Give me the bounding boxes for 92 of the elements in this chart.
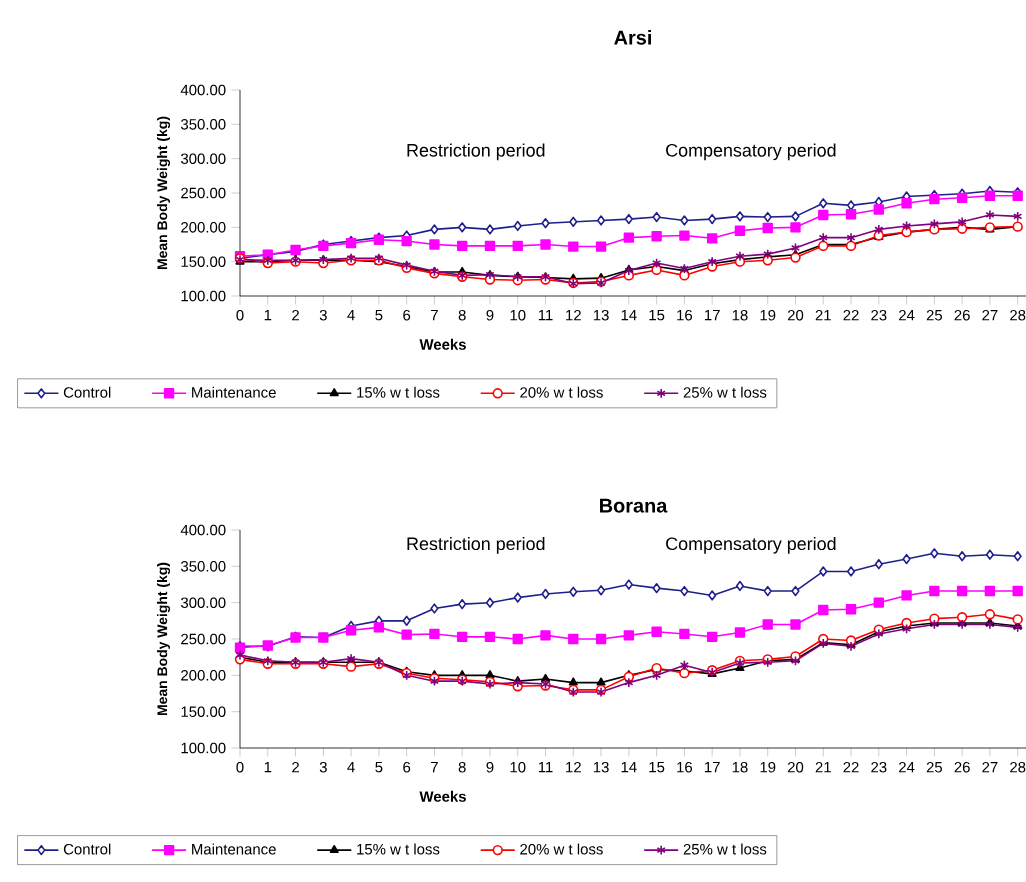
legend-label: 20% w t loss: [520, 386, 603, 398]
x-tick-label: 1: [264, 309, 272, 321]
x-tick-label: 28: [1010, 761, 1026, 773]
x-tick-label: 20: [787, 761, 804, 773]
x-tick-label: 0: [236, 309, 244, 321]
x-tick-label: 5: [375, 309, 383, 321]
x-tick-label: 28: [1010, 309, 1026, 321]
y-tick-label: 400.00: [180, 524, 226, 536]
x-tick-label: 5: [375, 761, 383, 773]
y-tick-label: 350.00: [180, 119, 226, 130]
x-tick-label: 1: [264, 761, 272, 773]
x-tick-label: 20: [787, 309, 804, 321]
x-tick-label: 10: [510, 309, 526, 321]
y-axis-title: Mean Body Weight (kg): [157, 116, 171, 270]
x-tick-label: 16: [677, 309, 693, 321]
y-tick-label: 350.00: [180, 561, 226, 572]
legend-label: 25% w t loss: [683, 843, 767, 855]
x-tick-label: 21: [815, 761, 831, 773]
x-tick-label: 26: [954, 761, 970, 773]
x-tick-label: 11: [538, 761, 553, 773]
legend-label: 20% w t loss: [520, 843, 603, 855]
y-tick-label: 300.00: [180, 597, 226, 608]
x-tick-label: 10: [510, 761, 526, 773]
x-tick-label: 8: [458, 309, 466, 321]
legend-label: 15% w t loss: [357, 843, 440, 855]
x-tick-label: 12: [566, 761, 581, 773]
x-tick-label: 26: [954, 309, 970, 321]
x-tick-label: 15: [649, 761, 665, 773]
y-axis-title: Mean Body Weight (kg): [157, 562, 171, 716]
x-tick-label: 22: [843, 309, 859, 321]
legend-label: Maintenance: [192, 843, 276, 855]
legend-label: Control: [63, 843, 111, 855]
x-tick-label: 4: [347, 309, 355, 321]
chart-title: Arsi: [614, 30, 651, 45]
annotation: Compensatory period: [666, 536, 836, 554]
y-tick-label: 300.00: [180, 153, 226, 164]
annotation: Restriction period: [407, 143, 545, 161]
x-tick-label: 13: [593, 309, 609, 321]
x-tick-label: 18: [732, 309, 748, 321]
x-tick-label: 13: [593, 761, 609, 773]
x-tick-label: 25: [926, 309, 943, 321]
y-tick-label: 200.00: [181, 222, 226, 233]
x-tick-label: 21: [815, 309, 831, 321]
x-tick-label: 18: [732, 761, 748, 773]
y-tick-label: 250.00: [181, 633, 226, 645]
legend-label: Control: [63, 386, 111, 398]
x-tick-label: 2: [292, 309, 299, 321]
x-tick-label: 8: [458, 761, 466, 773]
x-tick-label: 14: [621, 309, 637, 321]
x-tick-label: 3: [319, 309, 327, 321]
chart-title: Borana: [600, 498, 668, 513]
x-tick-label: 7: [431, 761, 438, 773]
y-tick-label: 150.00: [181, 256, 226, 267]
y-tick-label: 100.00: [181, 742, 226, 754]
x-tick-label: 4: [347, 761, 355, 773]
x-tick-label: 19: [760, 761, 776, 773]
x-tick-label: 19: [760, 309, 776, 321]
x-tick-label: 22: [843, 761, 859, 773]
annotation: Compensatory period: [666, 143, 836, 161]
x-tick-label: 16: [677, 761, 693, 773]
x-tick-label: 2: [292, 761, 299, 773]
annotation: Restriction period: [407, 536, 545, 554]
legend-label: 15% w t loss: [357, 386, 440, 398]
x-tick-label: 6: [403, 309, 411, 321]
x-tick-label: 0: [236, 761, 244, 773]
x-tick-label: 24: [899, 761, 915, 773]
x-tick-label: 7: [431, 309, 438, 321]
x-tick-label: 17: [704, 309, 720, 321]
x-tick-label: 9: [486, 309, 494, 321]
x-tick-label: 23: [871, 761, 887, 773]
x-tick-label: 9: [486, 761, 494, 773]
y-tick-label: 100.00: [181, 290, 226, 302]
x-tick-label: 12: [566, 309, 581, 321]
x-tick-label: 27: [982, 309, 998, 321]
x-tick-label: 15: [649, 309, 665, 321]
x-axis-title: Weeks: [419, 790, 466, 802]
legend-label: Maintenance: [192, 386, 276, 398]
y-tick-label: 150.00: [181, 706, 226, 717]
x-tick-label: 14: [621, 761, 637, 773]
y-tick-label: 400.00: [180, 84, 226, 96]
x-tick-label: 11: [538, 309, 553, 321]
x-tick-label: 25: [926, 761, 943, 773]
x-tick-label: 17: [704, 761, 720, 773]
x-axis-title: Weeks: [419, 338, 466, 350]
y-tick-label: 200.00: [181, 670, 226, 681]
x-tick-label: 24: [899, 309, 915, 321]
x-tick-label: 27: [982, 761, 998, 773]
y-tick-label: 250.00: [181, 187, 226, 199]
x-tick-label: 6: [403, 761, 411, 773]
x-tick-label: 3: [319, 761, 327, 773]
x-tick-label: 23: [871, 309, 887, 321]
legend-label: 25% w t loss: [683, 386, 767, 398]
